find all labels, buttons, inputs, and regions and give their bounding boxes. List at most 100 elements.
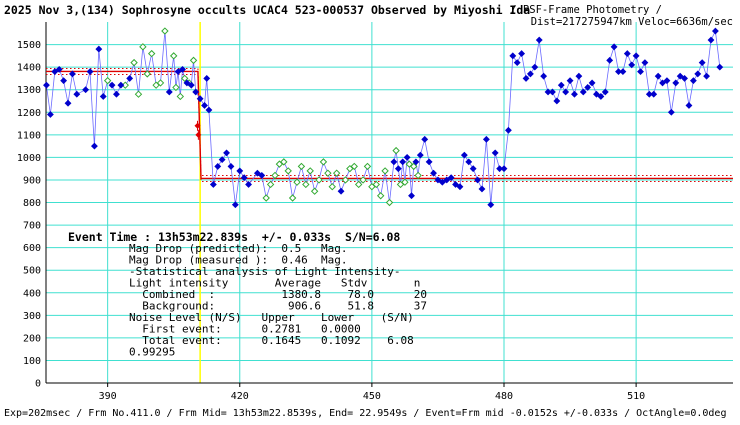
data-point-blue [416, 151, 424, 159]
y-tick-label: 1500 [17, 40, 41, 51]
data-point-blue [117, 81, 125, 89]
data-point-blue [240, 174, 248, 182]
data-point-green [176, 92, 185, 101]
data-point-blue [681, 74, 688, 82]
data-point-green [280, 158, 288, 166]
data-point-blue [205, 106, 213, 114]
data-point-blue [689, 77, 697, 85]
x-tick-label: 450 [363, 391, 381, 402]
data-point-blue [650, 90, 658, 98]
data-point-blue [179, 65, 186, 73]
data-point-green [332, 169, 341, 177]
data-point-green [161, 27, 169, 35]
data-point-green [266, 180, 275, 189]
data-point-blue [203, 74, 211, 82]
data-point-green [306, 167, 314, 175]
y-tick-label: 1300 [17, 85, 41, 96]
data-point-blue [223, 149, 230, 157]
y-tick-label: 300 [23, 311, 41, 322]
data-point-green [324, 169, 332, 177]
data-point-green [271, 171, 279, 180]
data-point-blue [425, 158, 433, 166]
data-point-blue [430, 169, 437, 177]
data-point-green [319, 158, 328, 166]
data-point-blue [394, 165, 402, 173]
data-point-blue [209, 181, 217, 188]
data-point-green [363, 162, 372, 171]
x-tick-label: 480 [495, 391, 513, 402]
event-info-line: Total event: 0.1645 0.1092 6.08 [129, 334, 414, 347]
data-point-blue [623, 50, 631, 58]
data-point-blue [482, 135, 490, 143]
data-point-blue [421, 135, 429, 143]
data-point-blue [593, 90, 600, 98]
event-info-line: Mag Drop (predicted): 0.5 Mag. [129, 242, 348, 255]
data-point-blue [588, 79, 596, 87]
data-point-blue [637, 68, 644, 76]
y-tick-label: 1400 [17, 63, 41, 74]
data-point-blue [218, 156, 226, 164]
data-point-blue [672, 79, 680, 87]
data-point-blue [82, 86, 90, 94]
data-point-blue [214, 162, 222, 170]
data-point-blue [685, 102, 693, 109]
data-point-blue [694, 70, 702, 78]
data-point-blue [504, 126, 512, 134]
data-point-blue [183, 79, 191, 87]
data-point-blue [99, 93, 107, 100]
data-point-blue [43, 81, 50, 89]
data-point-blue [452, 181, 459, 188]
data-point-blue [227, 162, 235, 170]
data-point-blue [632, 52, 640, 60]
event-info-line: -Statistical analysis of Light Intensity… [129, 265, 401, 278]
data-point-blue [535, 36, 543, 44]
data-point-blue [434, 176, 442, 184]
data-point-green [401, 178, 409, 186]
data-point-blue [562, 88, 570, 96]
data-point-green [121, 81, 129, 89]
model-layer [46, 67, 733, 182]
data-point-blue [703, 72, 711, 80]
data-point-blue [526, 70, 534, 78]
data-point-green [381, 167, 389, 175]
data-point-blue [491, 149, 499, 157]
event-info-line: Combined : 1380.8 78.0 20 [129, 288, 427, 301]
data-point-blue [549, 88, 556, 96]
data-point-blue [557, 81, 565, 89]
data-point-green [170, 52, 178, 60]
x-tick-label: 390 [99, 391, 117, 402]
data-point-blue [531, 63, 539, 71]
data-point-blue [46, 111, 54, 118]
data-point-green [134, 90, 143, 98]
data-point-blue [707, 36, 715, 44]
data-point-green [293, 178, 301, 186]
data-point-green [297, 162, 306, 171]
data-point-green [392, 146, 400, 155]
data-point-green [189, 56, 198, 65]
y-tick-label: 1000 [17, 153, 41, 164]
data-point-blue [126, 74, 134, 82]
data-point-blue [412, 158, 420, 166]
data-point-blue [474, 176, 482, 184]
y-tick-label: 0 [35, 379, 41, 390]
data-point-green [350, 162, 358, 171]
grid-layer [46, 22, 733, 383]
y-tick-label: 400 [23, 288, 41, 299]
data-point-blue [64, 99, 72, 107]
model-square-wave [46, 70, 733, 180]
y-tick-label: 900 [23, 175, 41, 186]
data-point-green [315, 176, 323, 184]
data-point-blue [698, 59, 706, 67]
data-point-blue [95, 45, 103, 53]
data-point-green [181, 74, 189, 83]
data-point-blue [399, 158, 407, 166]
points-layer [43, 27, 724, 209]
event-info-line: Noise Level (N/S) Upper Lower (S/N) [129, 311, 414, 324]
data-point-blue [641, 59, 649, 67]
data-point-blue [174, 68, 182, 76]
data-point-blue [438, 178, 446, 186]
data-point-blue [245, 181, 253, 188]
data-point-green [147, 49, 156, 58]
data-point-blue [566, 77, 574, 85]
chart-subtitle-line2: Dist=217275947km Veloc=6636m/sec [531, 16, 733, 28]
